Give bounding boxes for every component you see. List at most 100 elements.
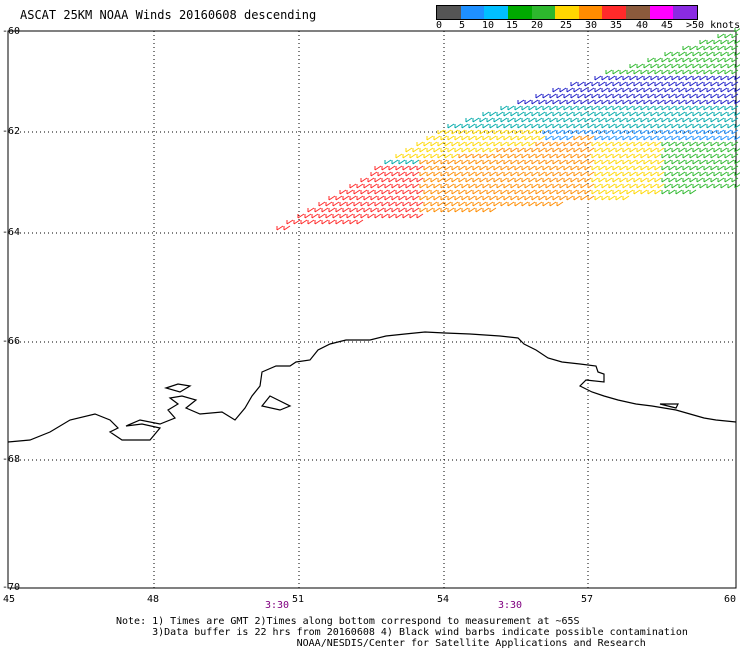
wind-barb — [542, 189, 550, 195]
wind-barb — [535, 129, 543, 135]
wind-barb — [507, 105, 515, 111]
wind-barb — [521, 165, 529, 171]
wind-barb — [591, 153, 599, 159]
wind-barb — [430, 141, 438, 147]
wind-barb — [517, 159, 525, 165]
wind-barb — [713, 111, 721, 117]
colorbar-label: 40 — [636, 20, 649, 31]
wind-barb — [374, 213, 382, 219]
wind-barb — [563, 177, 571, 183]
wind-barb — [552, 159, 560, 165]
wind-barb — [657, 63, 665, 69]
wind-barb — [496, 195, 504, 201]
wind-barb — [731, 81, 739, 87]
wind-barb — [503, 111, 511, 117]
wind-barb — [717, 57, 725, 63]
wind-barb — [636, 99, 644, 105]
wind-barb — [717, 33, 725, 39]
wind-barb — [734, 184, 740, 189]
wind-barb — [468, 207, 476, 213]
wind-barb — [461, 159, 469, 165]
wind-barb — [577, 129, 585, 135]
wind-barb — [346, 213, 354, 219]
wind-barb — [629, 183, 637, 189]
wind-barb — [692, 123, 700, 129]
coastline-island-west — [163, 383, 192, 393]
wind-barb — [496, 111, 504, 117]
wind-barb — [507, 201, 515, 207]
wind-barb — [577, 153, 585, 159]
wind-barb — [479, 189, 487, 195]
wind-barb — [346, 189, 354, 195]
lon-label: 60 — [724, 594, 737, 605]
lon-label: 48 — [147, 594, 160, 605]
wind-barb — [542, 153, 550, 159]
wind-barb — [724, 177, 732, 183]
wind-barb — [552, 135, 560, 141]
wind-barb — [692, 159, 700, 165]
wind-barb — [608, 159, 616, 165]
wind-barb — [430, 201, 438, 207]
wind-barb — [734, 112, 740, 117]
wind-barb — [510, 123, 518, 129]
wind-barb — [689, 165, 697, 171]
wind-barb — [661, 105, 669, 111]
wind-barb — [678, 111, 686, 117]
wind-barb — [717, 165, 725, 171]
wind-barb — [384, 171, 392, 177]
wind-barb — [664, 123, 672, 129]
wind-barb — [454, 135, 462, 141]
pass-time-label: 3:30 — [498, 600, 523, 611]
wind-barb — [717, 153, 725, 159]
lat-label: -64 — [2, 227, 21, 238]
wind-barb — [727, 87, 735, 93]
wind-barb — [699, 63, 707, 69]
wind-barb — [430, 153, 438, 159]
wind-barb — [657, 99, 665, 105]
wind-barb — [622, 123, 630, 129]
wind-barb — [395, 213, 403, 219]
wind-barb — [619, 141, 627, 147]
wind-barb — [318, 213, 326, 219]
wind-barb — [552, 111, 560, 117]
wind-barb — [685, 171, 693, 177]
lon-label: 54 — [437, 594, 450, 605]
wind-barb — [538, 171, 546, 177]
wind-barb — [629, 99, 637, 105]
wind-barb — [573, 183, 581, 189]
wind-barb — [388, 189, 396, 195]
wind-barb — [542, 177, 550, 183]
wind-barb — [517, 135, 525, 141]
wind-barb — [685, 87, 693, 93]
wind-barb — [629, 75, 637, 81]
lat-label: -70 — [2, 582, 21, 593]
wind-speed-colorbar — [436, 5, 698, 20]
wind-barb — [682, 57, 690, 63]
wind-barb — [409, 213, 417, 219]
wind-barb — [668, 165, 676, 171]
lat-label: -60 — [2, 26, 21, 37]
wind-barb — [542, 141, 550, 147]
wind-barb — [654, 153, 662, 159]
wind-barb — [682, 153, 690, 159]
map-frame — [7, 30, 737, 589]
wind-barb — [615, 123, 623, 129]
wind-barb — [612, 189, 620, 195]
wind-barb — [580, 171, 588, 177]
wind-barb — [661, 117, 669, 123]
wind-barb — [594, 99, 602, 105]
wind-barb — [475, 135, 483, 141]
wind-barb — [682, 189, 690, 195]
colorbar-segment — [484, 6, 508, 19]
wind-barb — [356, 207, 364, 213]
wind-barb — [486, 165, 494, 171]
wind-barb — [493, 117, 501, 123]
wind-barb — [328, 219, 336, 225]
wind-barb — [640, 81, 648, 87]
wind-barb — [563, 105, 571, 111]
wind-barb — [671, 159, 679, 165]
wind-barb — [412, 195, 420, 201]
wind-barb — [402, 177, 410, 183]
wind-barb — [622, 99, 630, 105]
wind-barb — [713, 123, 721, 129]
